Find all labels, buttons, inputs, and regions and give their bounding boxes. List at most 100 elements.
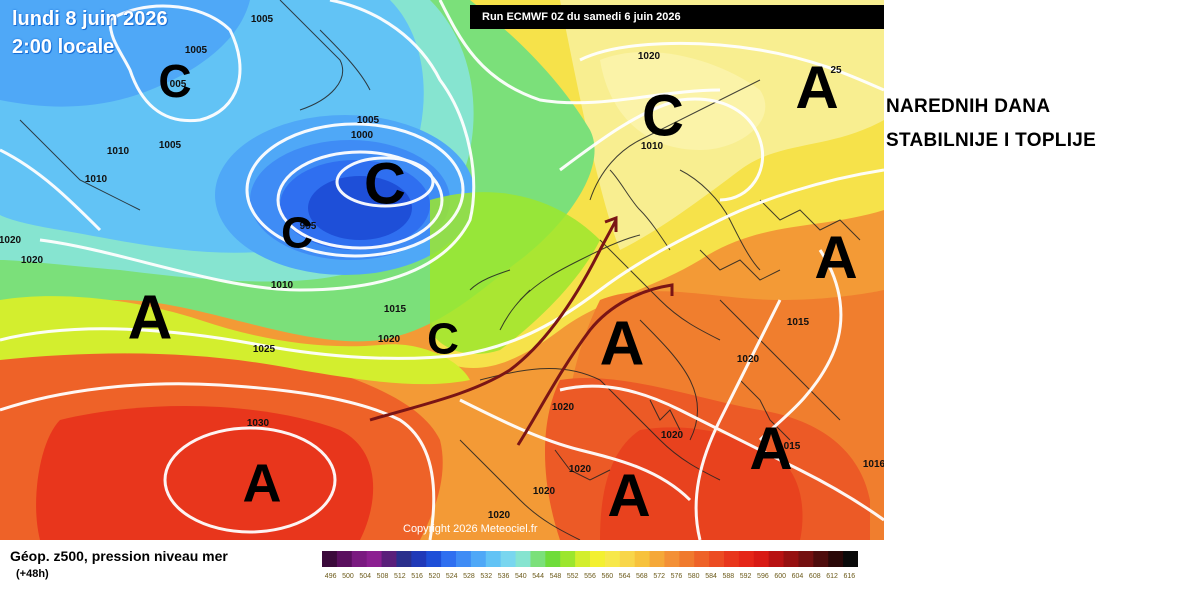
scale-swatch: [441, 551, 457, 567]
isobar-label: 005: [170, 79, 187, 90]
scale-tick-label: 496: [325, 573, 337, 580]
high-pressure-marker: A: [607, 462, 650, 529]
scale-swatch: [649, 551, 665, 567]
scale-tick-label: 584: [705, 573, 717, 580]
scale-swatch: [724, 551, 740, 567]
scale-swatch: [426, 551, 442, 567]
headline-line-2: STABILNIJE I TOPLIJE: [886, 130, 1097, 151]
scale-swatch: [753, 551, 770, 567]
scale-swatch: [679, 551, 695, 567]
scale-swatch: [798, 551, 814, 567]
scale-tick-label: 576: [671, 573, 683, 580]
scale-swatch: [575, 551, 591, 567]
isobar-label: 1020: [0, 235, 22, 246]
scale-tick-label: 552: [567, 573, 579, 580]
color-scale-legend: 496 500 504 508 512 516 520 524 528 532 536 540 544 5…: [322, 551, 858, 580]
scale-tick-label: 512: [394, 573, 406, 580]
forecast-date: lundi 8 juin 2026: [12, 8, 168, 30]
high-pressure-marker: A: [749, 415, 792, 482]
scale-tick-label: 556: [584, 573, 596, 580]
low-pressure-marker: C: [427, 315, 459, 364]
scale-swatch: [366, 551, 383, 567]
scale-tick-label: 532: [480, 573, 492, 580]
isobar-label: 995: [300, 221, 317, 232]
scale-tick-label: 508: [377, 573, 389, 580]
scale-tick-label: 572: [653, 573, 665, 580]
scale-swatch: [590, 551, 606, 567]
isobar-label: 1016: [863, 459, 884, 470]
scale-swatch: [619, 551, 636, 567]
low-pressure-marker: C: [281, 209, 313, 258]
scale-tick-label: 528: [463, 573, 475, 580]
scale-tick-label: 568: [636, 573, 648, 580]
scale-tick-label: 520: [429, 573, 441, 580]
isobar-label: 1005: [185, 45, 208, 56]
scale-swatch: [738, 551, 755, 567]
isobar-label: 1020: [488, 510, 511, 521]
isobar-label: 1010: [107, 146, 130, 157]
scale-swatch: [828, 551, 844, 567]
scale-tick-label: 540: [515, 573, 527, 580]
scale-swatch: [485, 551, 502, 567]
scale-swatch: [456, 551, 472, 567]
forecast-lead: (+48h): [16, 568, 49, 580]
low-pressure-marker: C: [364, 151, 406, 216]
scale-tick-label: 536: [498, 573, 510, 580]
low-pressure-marker: C: [158, 55, 191, 107]
isobar-label: 1020: [638, 51, 661, 62]
scale-tick-label: 592: [740, 573, 752, 580]
scale-swatch: [783, 551, 799, 567]
isobar-label: 1010: [85, 174, 108, 185]
isobar-label: 1020: [378, 334, 401, 345]
scale-tick-label: 596: [757, 573, 769, 580]
scale-tick-label: 604: [792, 573, 804, 580]
copyright-text: Copyright 2026 Meteociel.fr: [403, 523, 538, 535]
scale-swatch: [322, 551, 338, 567]
scale-swatch: [604, 551, 621, 567]
scale-swatch: [381, 551, 397, 567]
isobar-label: 1000: [351, 130, 374, 141]
scale-tick-label: 616: [844, 573, 856, 580]
scale-swatch: [768, 551, 785, 567]
scale-swatch: [664, 551, 680, 567]
scale-swatch: [396, 551, 412, 567]
isobar-label: 1020: [533, 486, 556, 497]
isobar-label: 1010: [641, 141, 664, 152]
isobar-label: 1020: [737, 354, 760, 365]
weather-map: 1005 1005 1005 1000 1005 1010 1010 995 1020 1020 1…: [0, 0, 884, 540]
scale-swatch: [694, 551, 710, 567]
scale-tick-label: 516: [411, 573, 423, 580]
isobar-label: 1020: [569, 464, 592, 475]
scale-swatch: [634, 551, 651, 567]
isobar-label: 1015: [384, 304, 407, 315]
scale-swatch: [813, 551, 829, 567]
scale-swatch: [351, 551, 368, 567]
headline-line-1: NAREDNIH DANA: [886, 96, 1051, 117]
high-pressure-marker: A: [243, 453, 282, 513]
scale-tick-label: 588: [722, 573, 734, 580]
scale-tick-label: 524: [446, 573, 458, 580]
isobar-label: 1020: [552, 402, 575, 413]
high-pressure-marker: A: [814, 224, 857, 291]
scale-swatch: [515, 551, 531, 567]
scale-swatch: [470, 551, 487, 567]
scale-tick-label: 580: [688, 573, 700, 580]
isobar-label: 015: [784, 441, 801, 452]
scale-swatch: [500, 551, 517, 567]
scale-tick-label: 544: [532, 573, 544, 580]
high-pressure-marker: A: [600, 309, 645, 378]
scale-tick-label: 564: [619, 573, 631, 580]
scale-swatch: [336, 551, 353, 567]
scale-swatch: [411, 551, 427, 567]
isobar-label: 1020: [661, 430, 684, 441]
scale-swatch: [560, 551, 576, 567]
isobar-label: 1005: [251, 14, 274, 25]
scale-swatch: [709, 551, 725, 567]
forecast-time: 2:00 locale: [12, 36, 115, 58]
scale-tick-label: 504: [359, 573, 371, 580]
map-caption: Géop. z500, pression niveau mer: [10, 548, 228, 564]
scale-tick-label: 600: [774, 573, 786, 580]
isobar-label: 1005: [159, 140, 182, 151]
low-pressure-marker: C: [642, 83, 684, 148]
isobar-label: 25: [830, 65, 842, 76]
